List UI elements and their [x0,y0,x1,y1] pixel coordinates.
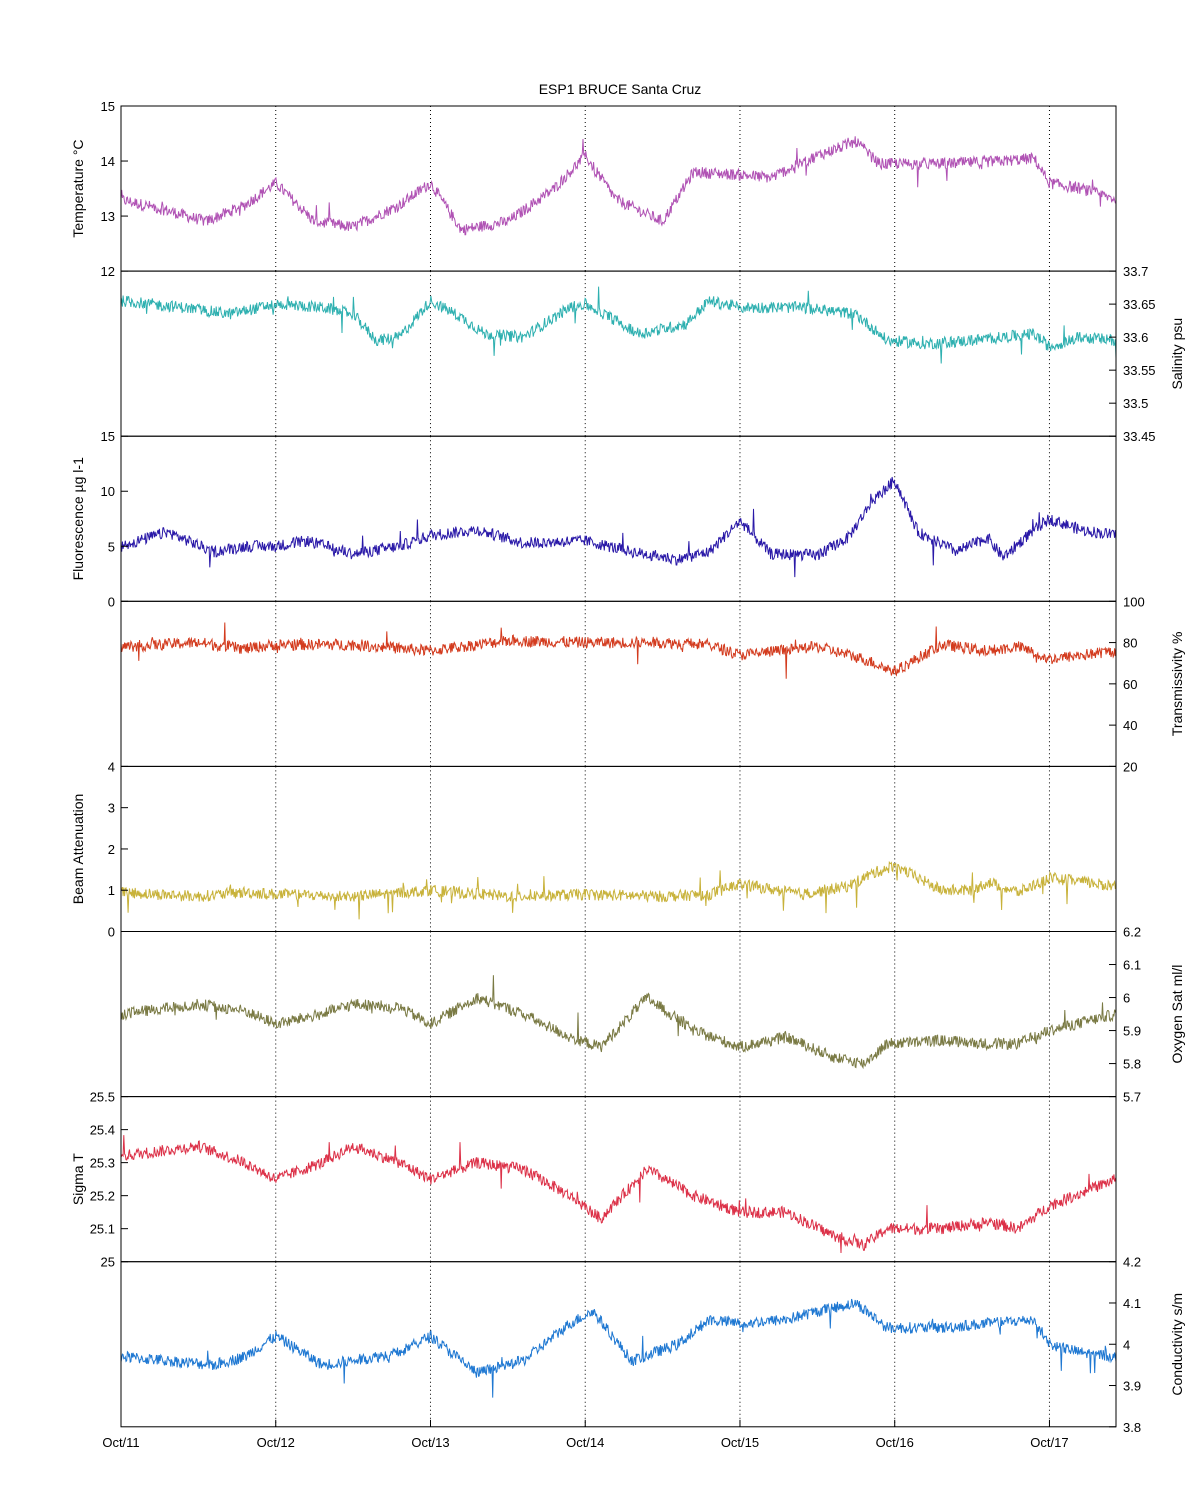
y-tick-label: 25.3 [90,1156,115,1171]
series-line-transmissivity [120,622,1117,679]
y-tick-label: 5 [108,539,115,554]
y-tick-label: 5.9 [1123,1024,1141,1039]
y-axis-title-salinity: Salinity psu [1169,318,1185,390]
x-tick-label: Oct/14 [566,1435,604,1450]
y-tick-label: 13 [101,209,115,224]
y-tick-label: 3.9 [1123,1379,1141,1394]
y-tick-label: 40 [1123,718,1137,733]
y-tick-label: 12 [101,264,115,279]
y-tick-label: 33.6 [1123,330,1148,345]
series-line-temperature [120,136,1117,236]
y-tick-label: 6.1 [1123,958,1141,973]
y-tick-label: 10 [101,484,115,499]
y-tick-label: 4.1 [1123,1296,1141,1311]
series-line-fluorescence [120,476,1117,578]
y-tick-label: 33.65 [1123,297,1156,312]
y-tick-label: 25 [101,1255,115,1270]
y-axis-title-sigma_t: Sigma T [70,1153,86,1205]
y-tick-label: 60 [1123,677,1137,692]
y-tick-label: 25.2 [90,1189,115,1204]
x-tick-label: Oct/11 [102,1435,139,1450]
y-tick-label: 3.8 [1123,1420,1141,1435]
x-tick-label: Oct/15 [721,1435,759,1450]
x-tick-label: Oct/16 [876,1435,914,1450]
y-tick-label: 33.45 [1123,429,1156,444]
y-tick-label: 5.7 [1123,1090,1141,1105]
y-axis-title-oxygen: Oxygen Sat ml/l [1169,965,1185,1064]
y-tick-label: 33.7 [1123,264,1148,279]
y-axis-title-beam_attenuation: Beam Attenuation [70,794,86,905]
y-tick-label: 1 [108,883,115,898]
y-axis-title-fluorescence: Fluorescence µg l-1 [70,457,86,580]
panel-transmissivity: 20 40 60 80 100 Transmissivity % [120,594,1185,774]
y-tick-label: 15 [101,429,115,444]
x-tick-label: Oct/13 [411,1435,449,1450]
panel-salinity: 33.45 33.5 33.55 33.6 33.65 33.7 Salinity psu [120,264,1185,444]
y-tick-label: 5.8 [1123,1057,1141,1072]
y-tick-label: 80 [1123,636,1137,651]
x-tick-label: Oct/12 [257,1435,295,1450]
y-tick-label: 0 [108,594,115,609]
chart-title: ESP1 BRUCE Santa Cruz [539,81,702,97]
y-tick-label: 15 [101,99,115,114]
series-line-conductivity [120,1298,1117,1398]
y-axis-title-temperature: Temperature °C [70,139,86,237]
y-tick-label: 4 [108,759,115,774]
panel-conductivity: 3.8 3.9 4 4.1 4.2 Conductivity s/m [120,1255,1185,1435]
series-line-oxygen [120,975,1117,1070]
y-tick-label: 25.5 [90,1090,115,1105]
series-line-salinity [120,286,1117,364]
series-line-sigma_t [120,1135,1117,1254]
y-tick-label: 25.1 [90,1222,115,1237]
y-axis-title-transmissivity: Transmissivity % [1169,632,1185,737]
y-tick-label: 6.2 [1123,925,1141,940]
y-tick-label: 20 [1123,759,1137,774]
y-axis-title-conductivity: Conductivity s/m [1169,1293,1185,1396]
y-tick-label: 4 [1123,1337,1130,1352]
y-tick-label: 2 [108,842,115,857]
y-tick-label: 4.2 [1123,1255,1141,1270]
y-tick-label: 6 [1123,991,1130,1006]
y-tick-label: 33.55 [1123,363,1156,378]
y-tick-label: 33.5 [1123,396,1148,411]
y-tick-label: 100 [1123,594,1145,609]
y-tick-label: 14 [101,154,115,169]
y-tick-label: 3 [108,801,115,816]
x-tick-label: Oct/17 [1030,1435,1068,1450]
y-tick-label: 25.4 [90,1123,115,1138]
y-tick-label: 0 [108,925,115,940]
series-line-beam_attenuation [120,860,1117,920]
